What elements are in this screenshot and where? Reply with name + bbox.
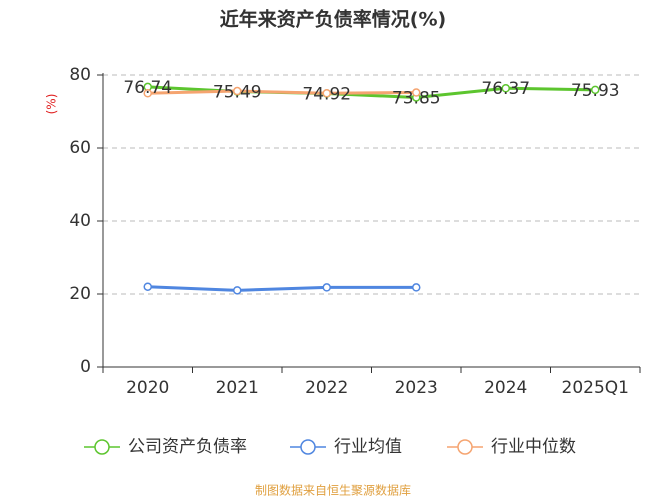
x-tick-label: 2021: [216, 378, 259, 398]
y-tick-label: 20: [69, 284, 91, 304]
y-tick-label: 40: [69, 211, 91, 231]
series-line: [147, 285, 417, 292]
x-tick-label: 2025Q1: [562, 378, 629, 398]
y-tick-label: 80: [69, 65, 91, 85]
data-label: 76.74: [123, 78, 172, 98]
data-point: [322, 89, 331, 98]
data-point: [501, 83, 510, 93]
data-label: 73.85: [392, 88, 441, 108]
data-label: 74.92: [302, 85, 351, 105]
data-point: [591, 85, 600, 95]
series-line: [147, 89, 417, 95]
data-point: [233, 286, 242, 295]
legend-label: 行业均值: [334, 437, 402, 457]
data-point: [322, 283, 331, 292]
legend-label: 公司资产负债率: [128, 437, 247, 457]
legend-marker: [300, 439, 316, 455]
chart-title: 近年来资产负债率情况(%): [220, 8, 446, 31]
data-point: [233, 86, 242, 96]
y-axis-label: (%): [45, 94, 59, 115]
data-point: [143, 282, 152, 291]
legend-marker: [457, 439, 473, 455]
legend-label: 行业中位数: [491, 437, 576, 457]
data-label: 76.37: [481, 79, 530, 99]
source-note: 制图数据来自恒生聚源数据库: [255, 483, 411, 498]
x-tick-label: 2023: [395, 378, 438, 398]
y-tick-label: 60: [69, 138, 91, 158]
y-tick-label: 0: [80, 357, 91, 377]
data-label: 75.93: [571, 81, 620, 101]
x-tick-label: 2020: [126, 378, 169, 398]
data-point: [412, 88, 421, 97]
data-point: [412, 283, 421, 292]
x-tick-label: 2024: [484, 378, 527, 398]
legend-marker: [94, 439, 110, 455]
data-label: 75.49: [213, 82, 262, 102]
data-point: [143, 89, 152, 98]
x-tick-label: 2022: [305, 378, 348, 398]
